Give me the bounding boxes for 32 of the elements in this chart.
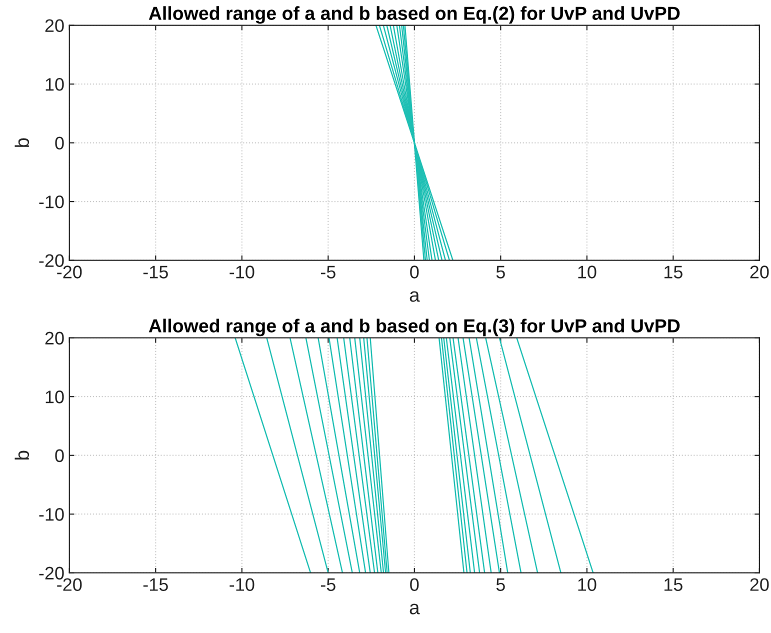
y-tick-label: 0 [55, 136, 64, 150]
x-axis-title: a [410, 291, 420, 302]
x-tick-label: 20 [750, 266, 769, 278]
y-tick-label: -20 [39, 566, 64, 580]
x-axis-title: a [410, 604, 420, 614]
chart-title: Allowed range of a and b based on Eq.(2) for UvP and UvPD [148, 6, 680, 24]
x-tick-label: 10 [578, 266, 596, 278]
y-tick-label: 20 [45, 332, 64, 345]
x-tick-label: 10 [578, 578, 596, 591]
x-tick-label: 0 [410, 578, 419, 591]
x-tick-label: -15 [143, 578, 168, 591]
x-tick-label: -5 [320, 578, 336, 591]
x-tick-label: 5 [496, 578, 505, 591]
y-tick-label: -10 [39, 508, 64, 521]
x-tick-label: 0 [410, 266, 419, 278]
x-tick-label: -15 [143, 266, 168, 278]
y-tick-label: -20 [39, 254, 64, 268]
x-tick-label: -10 [230, 578, 254, 591]
y-axis-title: b [14, 450, 30, 460]
chart-title: Allowed range of a and b based on Eq.(3) for UvP and UvPD [148, 318, 680, 336]
x-tick-label: 15 [664, 578, 682, 591]
y-tick-label: 10 [46, 78, 64, 91]
x-tick-label: 5 [496, 266, 505, 278]
y-axis-title: b [14, 138, 30, 147]
y-tick-label: 20 [45, 19, 64, 32]
y-tick-label: 0 [55, 449, 64, 462]
y-tick-label: -10 [39, 196, 64, 208]
x-tick-label: 20 [750, 578, 769, 591]
x-tick-label: 15 [664, 266, 682, 278]
x-tick-label: -5 [320, 266, 336, 278]
x-tick-label: -10 [230, 266, 254, 278]
y-tick-label: 10 [46, 390, 64, 404]
